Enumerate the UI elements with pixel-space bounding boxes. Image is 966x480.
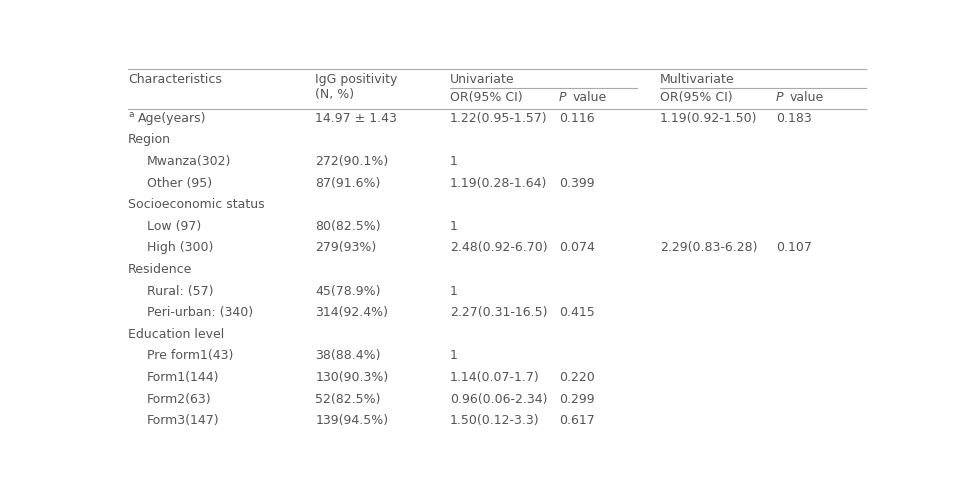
Text: 0.107: 0.107: [776, 241, 811, 254]
Text: 1.19(0.28-1.64): 1.19(0.28-1.64): [450, 177, 548, 190]
Text: 0.617: 0.617: [558, 414, 594, 427]
Text: Socioeconomic status: Socioeconomic status: [128, 198, 265, 211]
Text: High (300): High (300): [147, 241, 213, 254]
Text: 38(88.4%): 38(88.4%): [315, 349, 381, 362]
Text: 272(90.1%): 272(90.1%): [315, 155, 388, 168]
Text: 52(82.5%): 52(82.5%): [315, 393, 381, 406]
Text: OR(95% CI): OR(95% CI): [660, 91, 732, 104]
Text: P: P: [558, 91, 566, 104]
Text: a: a: [128, 110, 133, 119]
Text: Form3(147): Form3(147): [147, 414, 219, 427]
Text: 0.399: 0.399: [558, 177, 594, 190]
Text: 139(94.5%): 139(94.5%): [315, 414, 388, 427]
Text: 1.19(0.92-1.50): 1.19(0.92-1.50): [660, 112, 757, 125]
Text: Age(years): Age(years): [138, 112, 207, 125]
Text: 80(82.5%): 80(82.5%): [315, 220, 381, 233]
Text: 0.96(0.06-2.34): 0.96(0.06-2.34): [450, 393, 548, 406]
Text: 1: 1: [450, 349, 458, 362]
Text: Low (97): Low (97): [147, 220, 201, 233]
Text: Peri-urban: (340): Peri-urban: (340): [147, 306, 253, 319]
Text: 2.27(0.31-16.5): 2.27(0.31-16.5): [450, 306, 548, 319]
Text: 0.074: 0.074: [558, 241, 595, 254]
Text: Other (95): Other (95): [147, 177, 213, 190]
Text: 1: 1: [450, 155, 458, 168]
Text: 1.22(0.95-1.57): 1.22(0.95-1.57): [450, 112, 548, 125]
Text: Residence: Residence: [128, 263, 192, 276]
Text: 0.415: 0.415: [558, 306, 594, 319]
Text: 2.29(0.83-6.28): 2.29(0.83-6.28): [660, 241, 757, 254]
Text: value: value: [789, 91, 824, 104]
Text: 0.220: 0.220: [558, 371, 594, 384]
Text: 314(92.4%): 314(92.4%): [315, 306, 388, 319]
Text: Region: Region: [128, 133, 171, 146]
Text: 14.97 ± 1.43: 14.97 ± 1.43: [315, 112, 397, 125]
Text: 0.183: 0.183: [776, 112, 811, 125]
Text: 1: 1: [450, 220, 458, 233]
Text: Form1(144): Form1(144): [147, 371, 219, 384]
Text: 0.299: 0.299: [558, 393, 594, 406]
Text: Characteristics: Characteristics: [128, 73, 222, 86]
Text: 0.116: 0.116: [558, 112, 594, 125]
Text: OR(95% CI): OR(95% CI): [450, 91, 523, 104]
Text: 1: 1: [450, 285, 458, 298]
Text: Univariate: Univariate: [450, 73, 515, 86]
Text: 1.14(0.07-1.7): 1.14(0.07-1.7): [450, 371, 540, 384]
Text: 279(93%): 279(93%): [315, 241, 377, 254]
Text: P: P: [776, 91, 783, 104]
Text: Pre form1(43): Pre form1(43): [147, 349, 234, 362]
Text: Education level: Education level: [128, 328, 224, 341]
Text: 2.48(0.92-6.70): 2.48(0.92-6.70): [450, 241, 548, 254]
Text: 87(91.6%): 87(91.6%): [315, 177, 381, 190]
Text: 1.50(0.12-3.3): 1.50(0.12-3.3): [450, 414, 540, 427]
Text: IgG positivity
(N, %): IgG positivity (N, %): [315, 73, 398, 101]
Text: 45(78.9%): 45(78.9%): [315, 285, 381, 298]
Text: value: value: [572, 91, 607, 104]
Text: 130(90.3%): 130(90.3%): [315, 371, 388, 384]
Text: Form2(63): Form2(63): [147, 393, 212, 406]
Text: Rural: (57): Rural: (57): [147, 285, 213, 298]
Text: Multivariate: Multivariate: [660, 73, 734, 86]
Text: Mwanza(302): Mwanza(302): [147, 155, 231, 168]
